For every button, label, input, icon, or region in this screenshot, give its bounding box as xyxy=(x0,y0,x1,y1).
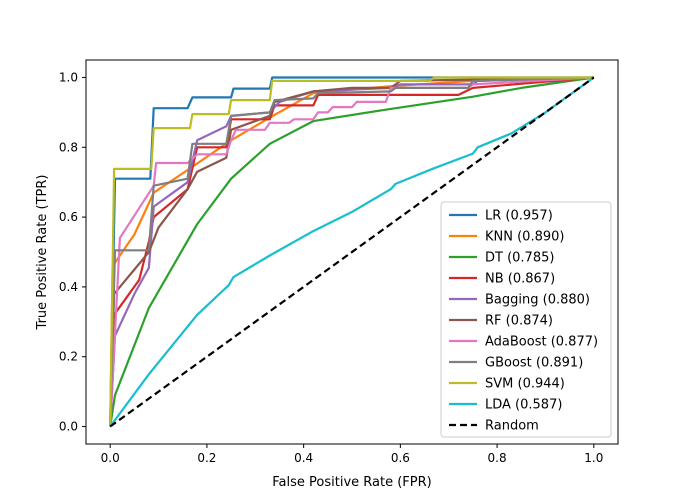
x-tick-label-3: 0.6 xyxy=(391,451,410,465)
series-line-5 xyxy=(109,76,594,427)
legend-label-2: DT (0.785) xyxy=(485,251,554,266)
series-line-8 xyxy=(109,76,594,427)
x-tick-label-5: 1.0 xyxy=(584,451,603,465)
legend-label-6: AdaBoost (0.877) xyxy=(485,335,598,350)
series-line-2 xyxy=(109,76,594,427)
x-tick-label-1: 0.2 xyxy=(197,451,216,465)
legend-label-5: RF (0.874) xyxy=(485,314,553,329)
series-line-6 xyxy=(109,76,594,427)
y-tick-label-1: 0.2 xyxy=(59,350,78,364)
axes-layer: 0.0 0.2 0.4 0.6 0.8 1.0 0.0 0.2 0.4 0.6 0.8 1.0 xyxy=(59,70,603,465)
series-line-7 xyxy=(109,76,594,427)
series-layer xyxy=(109,76,595,428)
y-tick-label-0: 0.0 xyxy=(59,420,78,434)
legend-label-4: Bagging (0.880) xyxy=(485,293,590,308)
y-tick-label-2: 0.4 xyxy=(59,280,78,294)
x-tick-label-2: 0.4 xyxy=(294,451,313,465)
y-tick-label-4: 0.8 xyxy=(59,140,78,154)
y-tick-label-5: 1.0 xyxy=(59,70,78,84)
legend-label-10: Random xyxy=(485,419,539,434)
legend-label-0: LR (0.957) xyxy=(485,209,553,224)
legend: LR (0.957) KNN (0.890) DT (0.785) NB (0.867… xyxy=(440,201,612,438)
series-line-9 xyxy=(109,76,595,428)
plot-frame xyxy=(85,59,619,445)
legend-label-8: SVM (0.944) xyxy=(485,377,565,392)
y-axis-label: True Positive Rate (TPR) xyxy=(35,175,50,331)
series-line-10 xyxy=(109,76,595,428)
legend-label-9: LDA (0.587) xyxy=(485,398,562,413)
x-tick-label-4: 0.8 xyxy=(488,451,507,465)
legend-label-3: NB (0.867) xyxy=(485,272,555,287)
x-axis-label: False Positive Rate (FPR) xyxy=(272,475,431,490)
legend-label-7: GBoost (0.891) xyxy=(485,356,583,371)
y-tick-label-3: 0.6 xyxy=(59,210,78,224)
legend-label-1: KNN (0.890) xyxy=(485,230,564,245)
x-tick-label-0: 0.0 xyxy=(101,451,120,465)
legend-box xyxy=(440,201,612,438)
